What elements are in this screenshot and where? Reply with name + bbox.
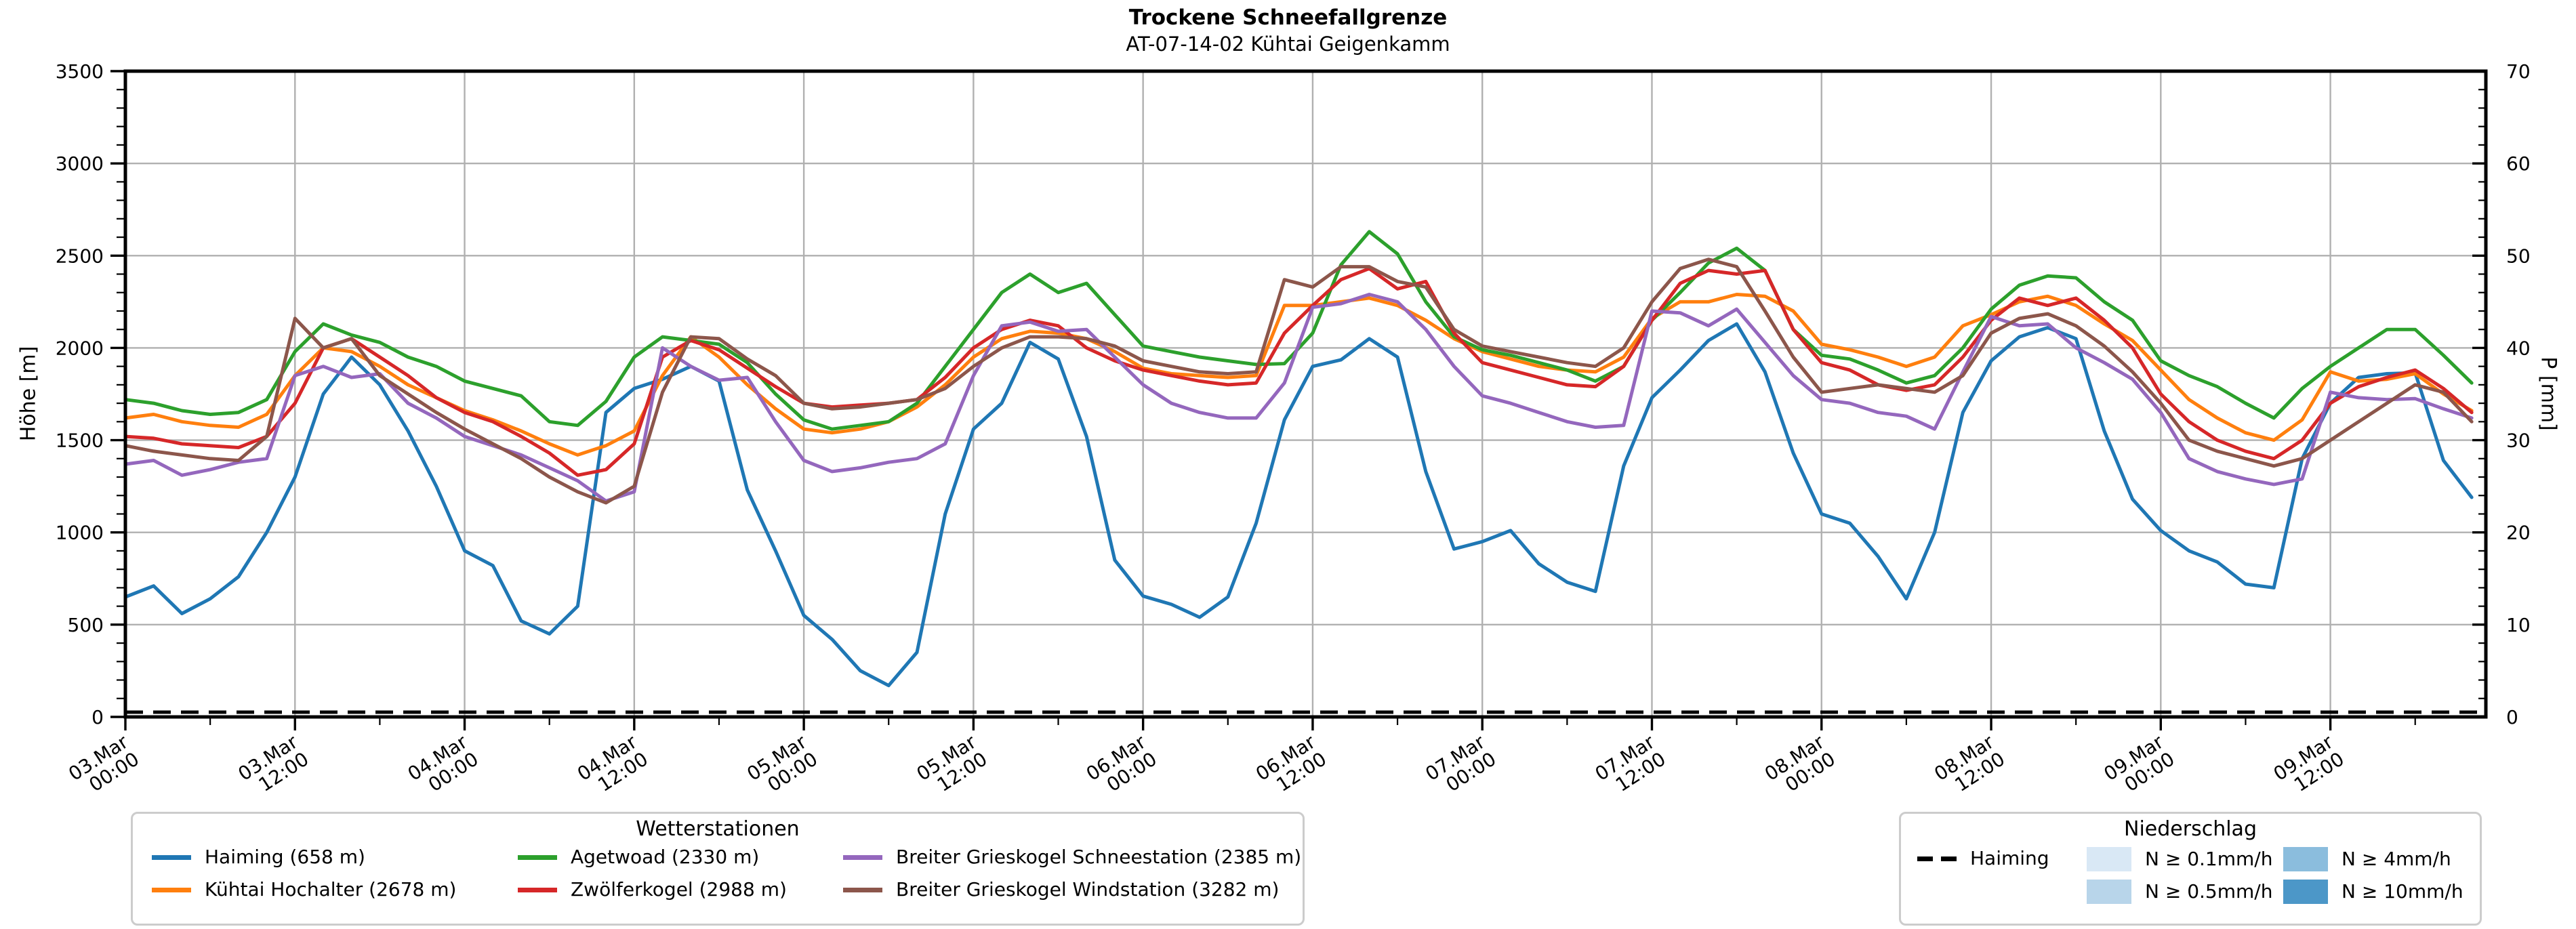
x-tick-label: 03.Mar00:00 xyxy=(64,730,143,802)
legend-item-label: Breiter Grieskogel Windstation (3282 m) xyxy=(896,878,1280,901)
dashed-line-swatch-icon xyxy=(1917,856,1957,861)
svg-text:50: 50 xyxy=(2506,245,2531,267)
line-swatch-icon xyxy=(152,887,191,892)
series-haiming xyxy=(123,322,2474,688)
axis-ticks xyxy=(110,70,2486,730)
svg-text:1000: 1000 xyxy=(56,522,104,544)
svg-text:500: 500 xyxy=(68,614,104,636)
svg-text:10: 10 xyxy=(2506,614,2531,636)
series-bg-schneestation xyxy=(123,293,2474,503)
line-swatch-icon xyxy=(518,887,557,892)
precip-col-haiming: Haiming xyxy=(1917,847,2087,870)
svg-text:2500: 2500 xyxy=(56,245,104,267)
legend-item-haiming-precip: Haiming xyxy=(1917,847,2087,870)
legend-item-label: Agetwoad (2330 m) xyxy=(571,846,760,868)
precip-patch-icon xyxy=(2087,847,2131,871)
station-series xyxy=(123,230,2474,688)
legend-item-label: Haiming xyxy=(1970,847,2049,869)
line-swatch-icon xyxy=(843,854,882,860)
series-kuehtai-hochalter xyxy=(123,293,2474,457)
x-tick-label: 05.Mar12:00 xyxy=(913,730,991,802)
legend-item-label: N ≥ 4mm/h xyxy=(2342,848,2451,870)
gridlines xyxy=(125,71,2486,717)
x-tick-label: 09.Mar12:00 xyxy=(2270,730,2348,802)
x-tick-label: 06.Mar12:00 xyxy=(1252,730,1330,802)
series-zwoelferkogel xyxy=(123,266,2474,477)
x-tick-label: 04.Mar00:00 xyxy=(404,730,483,802)
precip-patch-icon xyxy=(2283,847,2328,871)
legend-item-bg-schneestation: Breiter Grieskogel Schneestation (2385 m… xyxy=(843,846,1301,869)
svg-text:0: 0 xyxy=(91,706,104,728)
legend-item-label: Kühtai Hochalter (2678 m) xyxy=(205,878,457,901)
svg-text:30: 30 xyxy=(2506,430,2531,452)
x-tick-label: 03.Mar12:00 xyxy=(234,730,312,802)
y-left-tick-labels: 0 500 1000 1500 2000 2500 3000 3500 xyxy=(56,60,104,728)
legend-wetterstationen: Wetterstationen Haiming (658 m) Agetwoad… xyxy=(131,812,1305,926)
legend-item-label: N ≥ 0.1mm/h xyxy=(2145,848,2273,870)
svg-text:60: 60 xyxy=(2506,152,2531,175)
legend-item-n05: N ≥ 0.5mm/h xyxy=(2087,880,2283,904)
line-swatch-icon xyxy=(152,854,191,860)
x-tick-labels: 03.Mar00:00 03.Mar12:00 04.Mar00:00 04.Mar1… xyxy=(64,730,2348,802)
y-axis-label-left: Höhe [m] xyxy=(16,346,41,442)
legend-item-bg-windstation: Breiter Grieskogel Windstation (3282 m) xyxy=(843,878,1301,901)
legend-item-agetwoad: Agetwoad (2330 m) xyxy=(518,846,843,869)
legend-item-label: Haiming (658 m) xyxy=(205,846,365,868)
y-right-tick-labels: 0 10 20 30 40 50 60 70 xyxy=(2506,60,2531,728)
line-swatch-icon xyxy=(518,854,557,860)
legend-item-zwoelferkogel: Zwölferkogel (2988 m) xyxy=(518,878,843,901)
y-axis-label-right: P [mm] xyxy=(2536,356,2560,431)
page-title: Trockene Schneefallgrenze xyxy=(1128,5,1448,30)
svg-text:40: 40 xyxy=(2506,337,2531,359)
x-tick-label: 04.Mar12:00 xyxy=(573,730,652,802)
svg-text:70: 70 xyxy=(2506,60,2531,83)
x-tick-label: 08.Mar12:00 xyxy=(1930,730,2009,802)
legend-item-label: Breiter Grieskogel Schneestation (2385 m… xyxy=(896,846,1302,868)
legend-niederschlag: Niederschlag Haiming N ≥ 0.1mm/h N ≥ 0.5… xyxy=(1899,812,2482,926)
precip-col-low: N ≥ 0.1mm/h N ≥ 0.5mm/h xyxy=(2087,847,2283,904)
legend-niederschlag-items: Haiming N ≥ 0.1mm/h N ≥ 0.5mm/h N ≥ 4mm/… xyxy=(1901,842,2480,904)
legend-item-n10: N ≥ 10mm/h xyxy=(2283,880,2463,904)
svg-text:3500: 3500 xyxy=(56,60,104,83)
axes-frame xyxy=(123,69,2488,719)
precip-col-high: N ≥ 4mm/h N ≥ 10mm/h xyxy=(2283,847,2463,904)
x-tick-label: 09.Mar00:00 xyxy=(2100,730,2178,802)
line-swatch-icon xyxy=(843,887,882,892)
svg-text:2000: 2000 xyxy=(56,337,104,359)
svg-text:20: 20 xyxy=(2506,522,2531,544)
precip-patch-icon xyxy=(2283,880,2328,904)
svg-text:0: 0 xyxy=(2506,706,2518,728)
legend-wetterstationen-items: Haiming (658 m) Agetwoad (2330 m) Breite… xyxy=(133,842,1303,901)
series-bg-windstation xyxy=(123,257,2474,505)
legend-item-label: Zwölferkogel (2988 m) xyxy=(571,878,787,901)
legend-item-label: N ≥ 10mm/h xyxy=(2342,880,2463,903)
svg-text:3000: 3000 xyxy=(56,152,104,175)
x-tick-label: 06.Mar00:00 xyxy=(1082,730,1161,802)
legend-item-n01: N ≥ 0.1mm/h xyxy=(2087,847,2283,871)
series-agetwoad xyxy=(123,230,2474,431)
precip-patch-icon xyxy=(2087,880,2131,904)
legend-niederschlag-title: Niederschlag xyxy=(2124,817,2257,841)
x-tick-label: 08.Mar00:00 xyxy=(1761,730,1839,802)
svg-text:1500: 1500 xyxy=(56,430,104,452)
page-subtitle: AT-07-14-02 Kühtai Geigenkamm xyxy=(1126,33,1450,56)
x-tick-label: 05.Mar00:00 xyxy=(743,730,821,802)
x-tick-label: 07.Mar00:00 xyxy=(1421,730,1500,802)
legend-item-haiming: Haiming (658 m) xyxy=(152,846,518,869)
legend-item-kuehtai-hochalter: Kühtai Hochalter (2678 m) xyxy=(152,878,518,901)
legend-item-label: N ≥ 0.5mm/h xyxy=(2145,880,2273,903)
legend-wetterstationen-title: Wetterstationen xyxy=(636,817,800,841)
x-tick-label: 07.Mar12:00 xyxy=(1591,730,1670,802)
legend-item-n4: N ≥ 4mm/h xyxy=(2283,847,2463,871)
